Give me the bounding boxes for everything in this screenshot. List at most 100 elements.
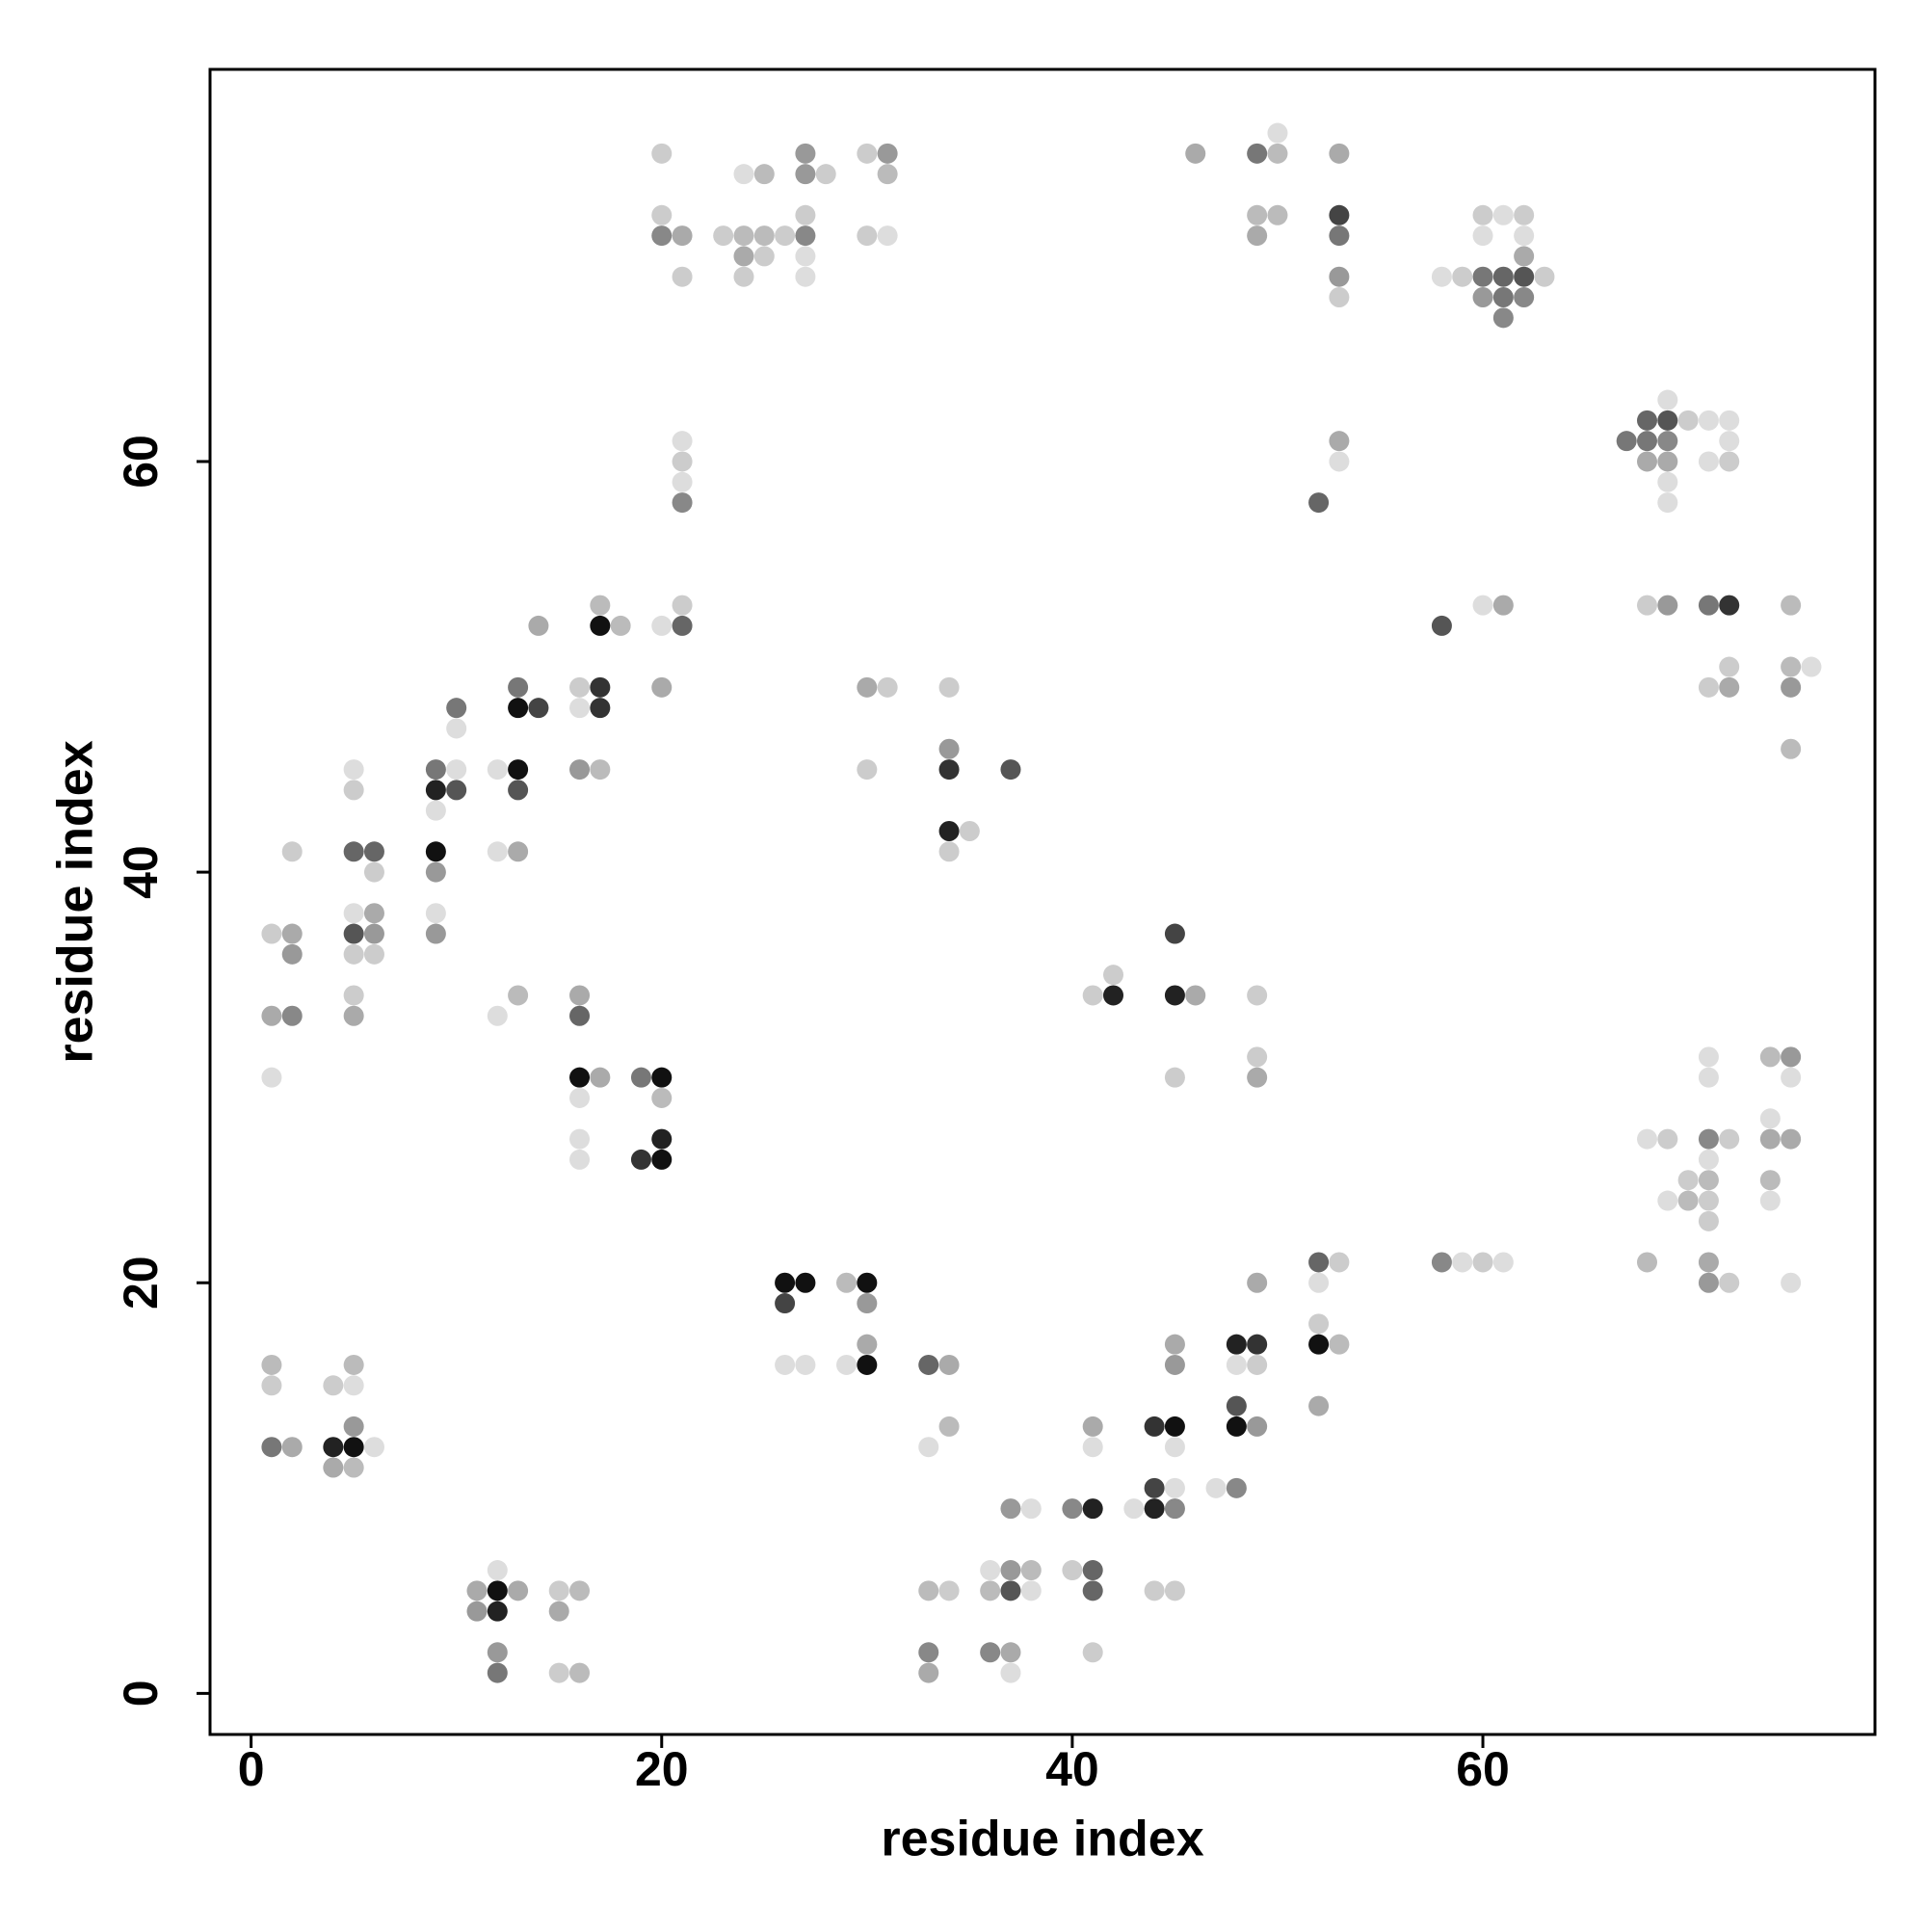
point: [815, 164, 836, 185]
point: [753, 225, 775, 247]
point: [363, 943, 384, 965]
point: [938, 738, 960, 759]
point: [569, 1128, 591, 1150]
point: [1000, 759, 1021, 781]
point: [1698, 410, 1719, 431]
point: [1247, 143, 1268, 164]
point: [753, 164, 775, 185]
point: [1698, 1128, 1719, 1150]
point: [425, 780, 446, 801]
point: [363, 923, 384, 944]
point: [508, 985, 529, 1006]
point: [548, 1662, 569, 1683]
point: [1492, 287, 1514, 308]
point: [857, 1293, 878, 1314]
point: [1000, 1580, 1021, 1601]
x-tick-label: 60: [1456, 1742, 1510, 1796]
point: [1514, 225, 1535, 247]
point: [1164, 1067, 1185, 1088]
point: [1781, 676, 1802, 698]
point: [1698, 1252, 1719, 1273]
point: [343, 923, 364, 944]
point: [281, 841, 303, 862]
point: [281, 1005, 303, 1026]
point: [938, 676, 960, 698]
point: [1452, 1252, 1473, 1273]
point: [590, 676, 611, 698]
point: [672, 615, 693, 636]
point: [1020, 1560, 1042, 1581]
point: [1247, 204, 1268, 225]
point: [569, 676, 591, 698]
point: [446, 698, 467, 719]
point: [1103, 965, 1124, 986]
point: [261, 1005, 282, 1026]
point: [1781, 738, 1802, 759]
point: [1205, 1477, 1227, 1498]
point: [343, 1437, 364, 1458]
point: [487, 759, 508, 781]
point: [1452, 266, 1473, 287]
point: [508, 841, 529, 862]
point: [1698, 451, 1719, 472]
point: [1164, 1354, 1185, 1375]
point: [1164, 1498, 1185, 1520]
point: [1247, 1067, 1268, 1088]
point: [651, 204, 673, 225]
point: [1000, 1560, 1021, 1581]
point: [836, 1272, 858, 1293]
point: [1431, 266, 1452, 287]
point: [281, 943, 303, 965]
point: [1677, 410, 1699, 431]
point: [1000, 1662, 1021, 1683]
point: [1636, 410, 1657, 431]
point: [651, 1128, 673, 1150]
point: [1267, 204, 1288, 225]
point: [1636, 431, 1657, 452]
point: [651, 615, 673, 636]
point: [1472, 287, 1493, 308]
point: [877, 225, 898, 247]
point: [877, 164, 898, 185]
point: [1472, 204, 1493, 225]
point: [938, 820, 960, 841]
point: [1329, 451, 1350, 472]
point: [672, 266, 693, 287]
x-tick-label: 40: [1045, 1742, 1099, 1796]
point: [1164, 1416, 1185, 1437]
point: [508, 759, 529, 781]
point: [1329, 1334, 1350, 1355]
point: [1677, 1190, 1699, 1211]
point: [1781, 1128, 1802, 1150]
point: [281, 923, 303, 944]
point: [1308, 1313, 1330, 1335]
point: [1431, 615, 1452, 636]
point: [1247, 1354, 1268, 1375]
point: [1719, 656, 1740, 677]
point: [363, 903, 384, 924]
point: [1698, 1190, 1719, 1211]
point: [1329, 143, 1350, 164]
point: [795, 143, 816, 164]
point: [877, 676, 898, 698]
point: [1472, 266, 1493, 287]
point: [1636, 595, 1657, 616]
point: [343, 1457, 364, 1478]
point: [343, 759, 364, 781]
point: [1431, 1252, 1452, 1273]
point: [938, 1416, 960, 1437]
point: [795, 1272, 816, 1293]
point: [1657, 389, 1678, 410]
point: [1267, 143, 1288, 164]
point: [651, 1087, 673, 1108]
point: [672, 451, 693, 472]
point: [1020, 1498, 1042, 1520]
point: [857, 225, 878, 247]
point: [938, 759, 960, 781]
point: [630, 1149, 651, 1170]
point: [1636, 1252, 1657, 1273]
point: [1164, 1437, 1185, 1458]
point: [425, 800, 446, 821]
point: [1492, 266, 1514, 287]
